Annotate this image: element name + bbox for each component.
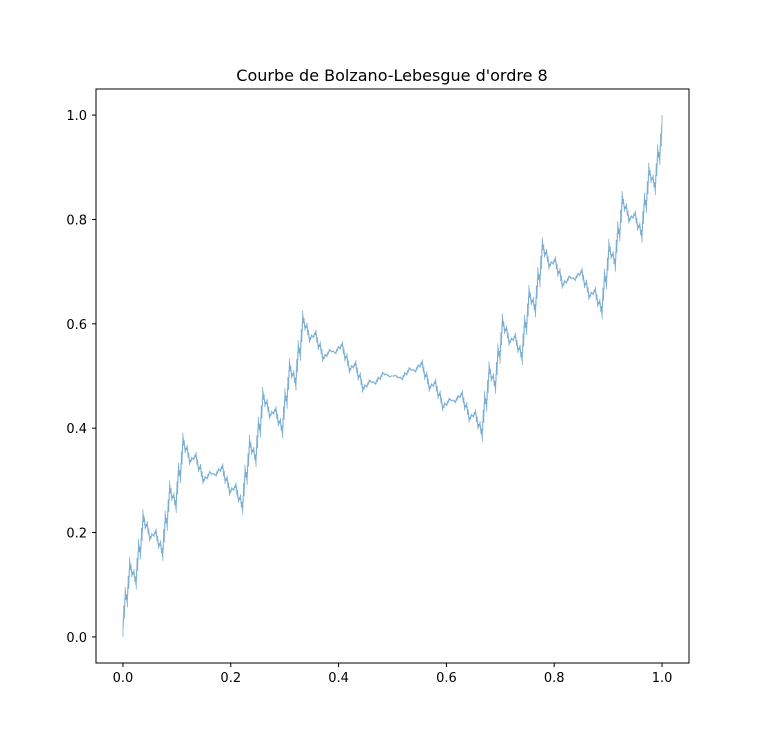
y-tick-label: 0.0 <box>66 631 87 646</box>
axes-frame <box>95 88 690 664</box>
y-tick-label: 1.0 <box>66 109 87 124</box>
chart-title: Courbe de Bolzano-Lebesgue d'ordre 8 <box>236 66 547 85</box>
x-tick-label: 0.6 <box>436 671 457 686</box>
x-tick-label: 1.0 <box>652 671 673 686</box>
y-tick-label: 0.2 <box>66 527 87 542</box>
y-tick-label: 0.4 <box>66 422 87 437</box>
y-axis-ticks: 0.0 0.2 0.4 0.6 0.8 1.0 <box>66 109 96 646</box>
x-tick-label: 0.0 <box>113 671 134 686</box>
x-tick-label: 0.4 <box>328 671 349 686</box>
x-axis-ticks: 0.0 0.2 0.4 0.6 0.8 1.0 <box>113 663 673 686</box>
x-tick-label: 0.8 <box>544 671 565 686</box>
bolzano-curve-line <box>122 115 663 637</box>
y-tick-label: 0.8 <box>66 213 87 228</box>
x-tick-label: 0.2 <box>220 671 241 686</box>
y-tick-label: 0.6 <box>66 318 87 333</box>
plot-area <box>95 88 690 664</box>
